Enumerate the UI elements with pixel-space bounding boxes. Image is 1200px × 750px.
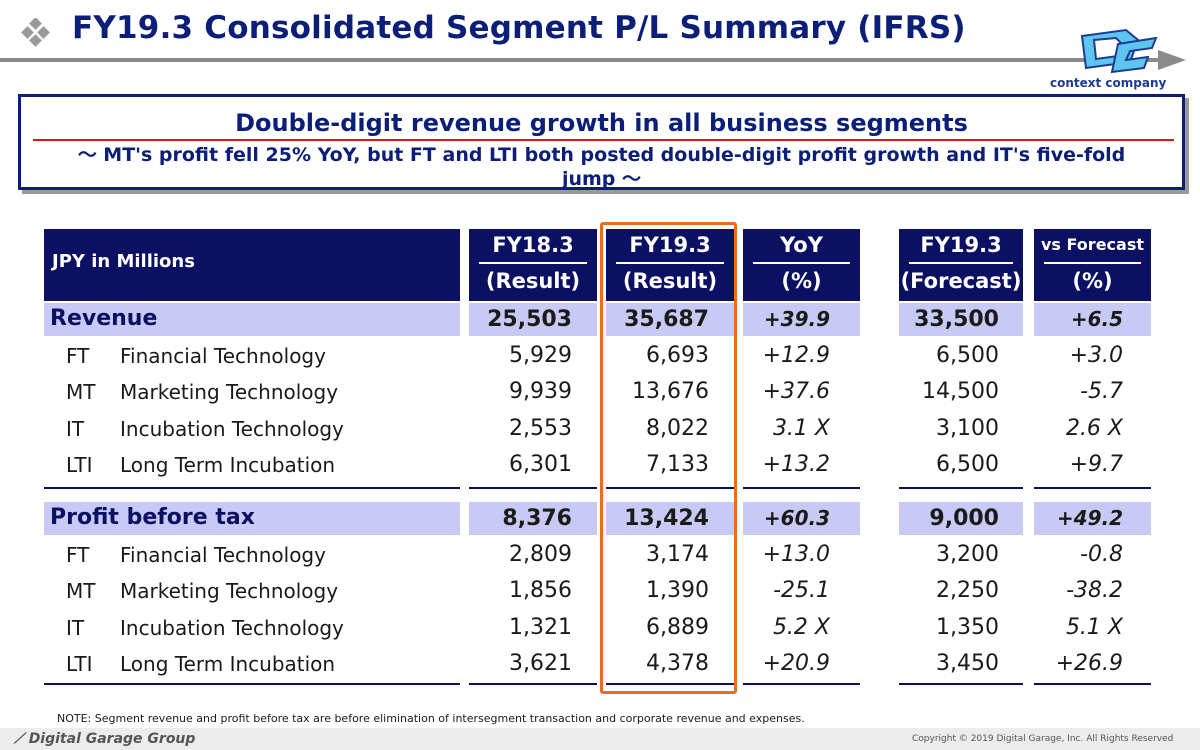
profit-bottom-rule (606, 683, 734, 685)
profit-cell-bg (743, 502, 860, 535)
title-rule (0, 58, 1162, 62)
profit-bottom-rule (899, 683, 1023, 685)
logo-text: context company (1050, 76, 1167, 90)
revenue-bottom-rule (606, 487, 734, 489)
profit-bottom-rule (44, 683, 460, 685)
revenue-yoy: +39.9 (763, 307, 830, 331)
revenue-cell-bg (606, 303, 734, 336)
revenue-vs-forecast: +6.5 (1070, 307, 1123, 331)
profit-cell-bg (899, 502, 1023, 535)
revenue-bottom-rule (469, 487, 597, 489)
col-header-fy18-result: FY18.3 (Result) (469, 229, 597, 301)
profit-cell-bg (1034, 502, 1151, 535)
unit-header-cell: JPY in Millions (44, 229, 460, 301)
revenue-fy19: 35,687 (624, 307, 709, 332)
revenue-bottom-rule (743, 487, 860, 489)
revenue-bottom-rule (1034, 487, 1151, 489)
revenue-label: Revenue (50, 306, 158, 331)
col-header-vs-forecast: vs Forecast (%) (1034, 229, 1151, 301)
revenue-cell-bg (1034, 303, 1151, 336)
headline-subtext: ～ MT's profit fell 25% YoY, but FT and L… (77, 144, 1126, 190)
unit-label: JPY in Millions (52, 251, 195, 272)
page-title: FY19.3 Consolidated Segment P/L Summary … (72, 10, 966, 46)
revenue-cell-bg (899, 303, 1023, 336)
footer-bar (0, 728, 1200, 750)
headline-red-underline (33, 139, 1174, 141)
profit-bottom-rule (1034, 683, 1151, 685)
profit-forecast: 9,000 (929, 506, 999, 531)
profit-fy18: 8,376 (502, 506, 572, 531)
revenue-cell-bg (743, 303, 860, 336)
revenue-fy18: 25,503 (487, 307, 572, 332)
revenue-bottom-rule (899, 487, 1023, 489)
profit-bottom-rule (469, 683, 597, 685)
headline-text: Double-digit revenue growth in all busin… (235, 109, 968, 137)
profit-row-bg (44, 502, 460, 535)
dg-logo-icon (1080, 28, 1158, 74)
revenue-bottom-rule (44, 487, 460, 489)
revenue-cell-bg (469, 303, 597, 336)
footnote: NOTE: Segment revenue and profit before … (57, 712, 805, 725)
profit-yoy: +60.3 (763, 506, 830, 530)
footer-dg-icon: ⟋ (14, 731, 29, 747)
revenue-row-bg (44, 303, 460, 336)
footer-company-logo: ⟋ Digital Garage Group (14, 731, 195, 747)
footer-company-name: Digital Garage Group (28, 731, 196, 747)
profit-cell-bg (469, 502, 597, 535)
title-rule-arrow (1158, 50, 1186, 70)
col-header-fy19-forecast: FY19.3 (Forecast) (899, 229, 1023, 301)
col-header-yoy: YoY (%) (743, 229, 860, 301)
headline-box: Double-digit revenue growth in all busin… (18, 94, 1185, 190)
profit-cell-bg (606, 502, 734, 535)
revenue-forecast: 33,500 (914, 307, 999, 332)
fy19-result-highlight-frame (600, 222, 737, 694)
profit-fy19: 13,424 (624, 506, 709, 531)
profit-bottom-rule (743, 683, 860, 685)
diamond-bullet-icon (21, 18, 50, 47)
profit-vs-forecast: +49.2 (1056, 506, 1123, 530)
col-header-fy19-result: FY19.3 (Result) (606, 229, 734, 301)
profit-label: Profit before tax (50, 505, 255, 530)
footer-copyright: Copyright © 2019 Digital Garage, Inc. Al… (912, 734, 1174, 744)
